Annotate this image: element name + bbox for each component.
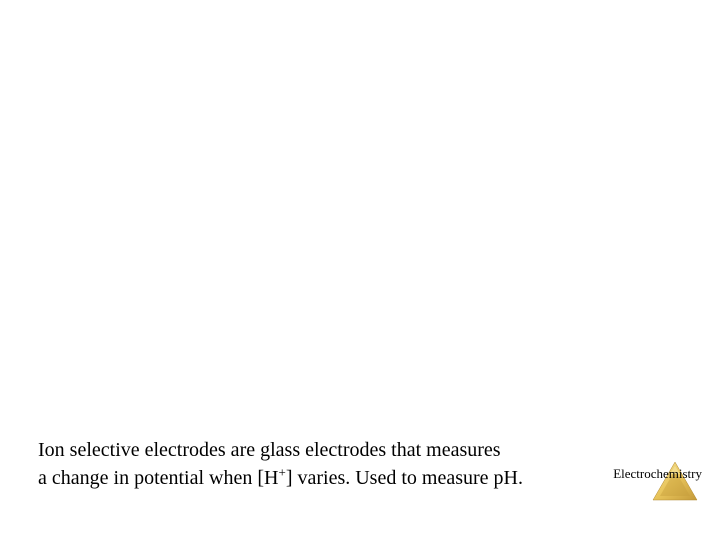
body-line-2-pre: a change in potential when [H	[38, 467, 278, 489]
slide-body-text: Ion selective electrodes are glass elect…	[38, 436, 523, 492]
body-superscript: +	[278, 464, 285, 479]
body-line-1: Ion selective electrodes are glass elect…	[38, 439, 501, 461]
footer-topic-label: Electrochemistry	[613, 466, 702, 482]
body-line-2-post: ] varies. Used to measure pH.	[286, 467, 523, 489]
